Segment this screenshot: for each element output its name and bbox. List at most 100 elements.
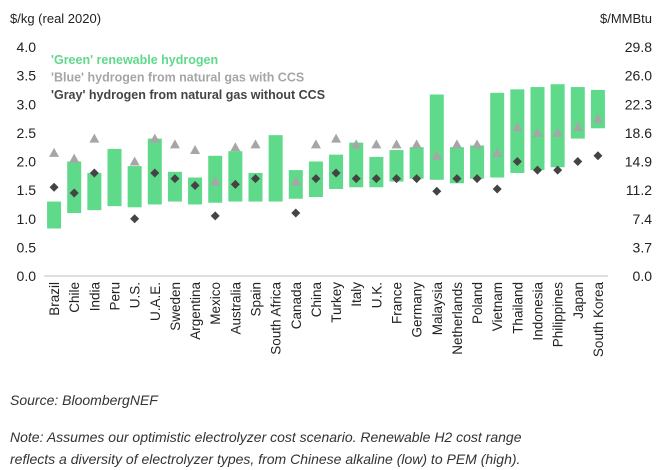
category-label: Australia	[228, 282, 243, 335]
blue-triangle-marker	[572, 122, 583, 132]
y-tick-left-label: 4.0	[17, 39, 37, 55]
category-label: Peru	[108, 282, 123, 311]
category-label: Chile	[67, 282, 82, 313]
category-label: Germany	[410, 282, 425, 338]
y-tick-right-label: 29.8	[625, 39, 652, 55]
blue-triangle-marker	[451, 139, 462, 149]
category-label: Malaysia	[430, 282, 445, 336]
category-label: China	[309, 282, 324, 318]
gray-diamond-marker	[210, 211, 220, 221]
green-range-bar	[67, 161, 82, 214]
green-range-bar	[369, 156, 384, 188]
y-tick-left-label: 0.0	[17, 268, 37, 284]
category-label: Japan	[571, 282, 586, 319]
legend-entry: 'Blue' hydrogen from natural gas with CC…	[51, 71, 304, 85]
legend-entry: 'Green' renewable hydrogen	[51, 53, 218, 67]
blue-triangle-marker	[512, 122, 523, 132]
category-label: Spain	[249, 282, 264, 317]
footnote-line-2: reflects a diversity of electrolyzer typ…	[10, 451, 521, 467]
gray-diamond-marker	[130, 214, 140, 224]
category-label: Thailand	[510, 282, 525, 334]
blue-triangle-marker	[331, 133, 342, 143]
green-range-bar	[349, 142, 364, 188]
blue-triangle-marker	[149, 133, 160, 143]
blue-triangle-marker	[492, 147, 503, 157]
category-label: Vietnam	[490, 282, 505, 331]
category-label: South Africa	[269, 282, 284, 355]
gray-diamond-marker	[331, 168, 341, 178]
y-tick-right-label: 11.2	[626, 182, 652, 198]
gray-diamond-marker	[69, 188, 79, 198]
gray-diamond-marker	[311, 174, 321, 184]
gray-diamond-marker	[452, 174, 462, 184]
gray-diamond-marker	[392, 174, 401, 184]
gray-diamond-marker	[89, 168, 99, 178]
gray-diamond-marker	[432, 186, 442, 196]
source-note: Source: BloombergNEF	[10, 392, 158, 408]
blue-triangle-marker	[230, 142, 241, 152]
footnote-line-1: Note: Assumes our optimistic electrolyze…	[10, 429, 522, 445]
gray-diamond-marker	[291, 208, 301, 218]
category-label: U.A.E.	[148, 282, 163, 321]
green-range-bar	[429, 94, 444, 180]
blue-markers	[49, 113, 603, 186]
category-label: U.S.	[128, 282, 143, 308]
gray-diamond-marker	[49, 182, 59, 192]
gray-diamond-marker	[593, 151, 603, 161]
gray-diamond-marker	[190, 181, 200, 191]
green-range-bar	[389, 150, 404, 182]
category-label: Philippines	[551, 282, 566, 348]
green-range-bar	[449, 147, 464, 184]
category-label: Sweden	[168, 282, 183, 331]
y-tick-right-label: 18.6	[625, 125, 652, 141]
y-tick-right-label: 22.3	[625, 96, 652, 112]
green-range-bar	[470, 145, 485, 179]
gray-diamond-marker	[150, 168, 160, 178]
blue-triangle-marker	[210, 176, 221, 186]
category-label: France	[390, 282, 405, 324]
green-range-bar	[107, 148, 122, 207]
category-label: Brazil	[47, 282, 62, 316]
category-label: U.K.	[369, 282, 384, 308]
legend-entry: 'Gray' hydrogen from natural gas without…	[51, 88, 325, 102]
blue-triangle-marker	[391, 139, 402, 149]
blue-triangle-marker	[169, 139, 180, 149]
green-range-bar	[550, 84, 565, 168]
y-axis-left-label: $/kg (real 2020)	[10, 11, 101, 26]
gray-diamond-marker	[512, 157, 522, 166]
category-label: Poland	[470, 282, 485, 324]
gray-diamond-marker	[251, 174, 260, 184]
blue-triangle-marker	[592, 113, 603, 123]
y-tick-right-label: 14.9	[625, 154, 652, 170]
green-range-bar	[87, 172, 102, 211]
blue-triangle-marker	[351, 139, 362, 149]
gray-diamond-marker	[472, 174, 482, 184]
green-range-bar	[248, 172, 263, 202]
green-range-bar	[268, 135, 283, 202]
category-labels: Brazil Chile India Peru U.S. U.A.E. Sweden Arge…	[47, 282, 606, 358]
green-range-bar	[228, 151, 243, 202]
y-tick-right-label: 7.4	[633, 211, 653, 227]
gray-diamond-marker	[371, 174, 381, 184]
blue-triangle-marker	[290, 176, 301, 186]
gray-diamond-marker	[170, 174, 180, 184]
gray-markers	[49, 151, 603, 224]
category-label: Italy	[349, 282, 364, 307]
gray-diamond-marker	[230, 179, 240, 189]
category-label: Canada	[289, 282, 304, 330]
category-label: Argentina	[188, 282, 203, 340]
gray-diamond-marker	[492, 184, 502, 194]
green-range-bar	[188, 177, 203, 205]
y-axis-ticks: 0.0 0.5 1.0 1.5 2.0 2.5 3.0 3.5 4.0 0.0 3.7 7.4 11.2…	[17, 39, 653, 284]
legend: 'Green' renewable hydrogen 'Blue' hydroge…	[51, 53, 325, 102]
category-label: Netherlands	[450, 282, 465, 355]
green-range-bar	[510, 89, 525, 173]
blue-triangle-marker	[310, 139, 321, 149]
y-tick-left-label: 3.0	[17, 96, 37, 112]
blue-triangle-marker	[472, 139, 483, 149]
blue-triangle-marker	[371, 139, 382, 149]
gray-diamond-marker	[351, 174, 361, 184]
y-tick-right-label: 3.7	[633, 239, 653, 255]
y-tick-left-label: 3.5	[17, 68, 37, 84]
